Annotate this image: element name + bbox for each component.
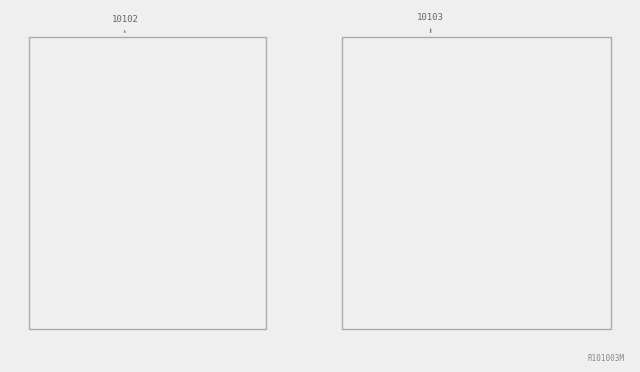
Text: 10103: 10103	[417, 13, 444, 22]
Text: 10102: 10102	[111, 15, 138, 24]
Text: R101003M: R101003M	[587, 354, 624, 363]
Bar	[29, 37, 266, 329]
Bar	[342, 37, 611, 329]
